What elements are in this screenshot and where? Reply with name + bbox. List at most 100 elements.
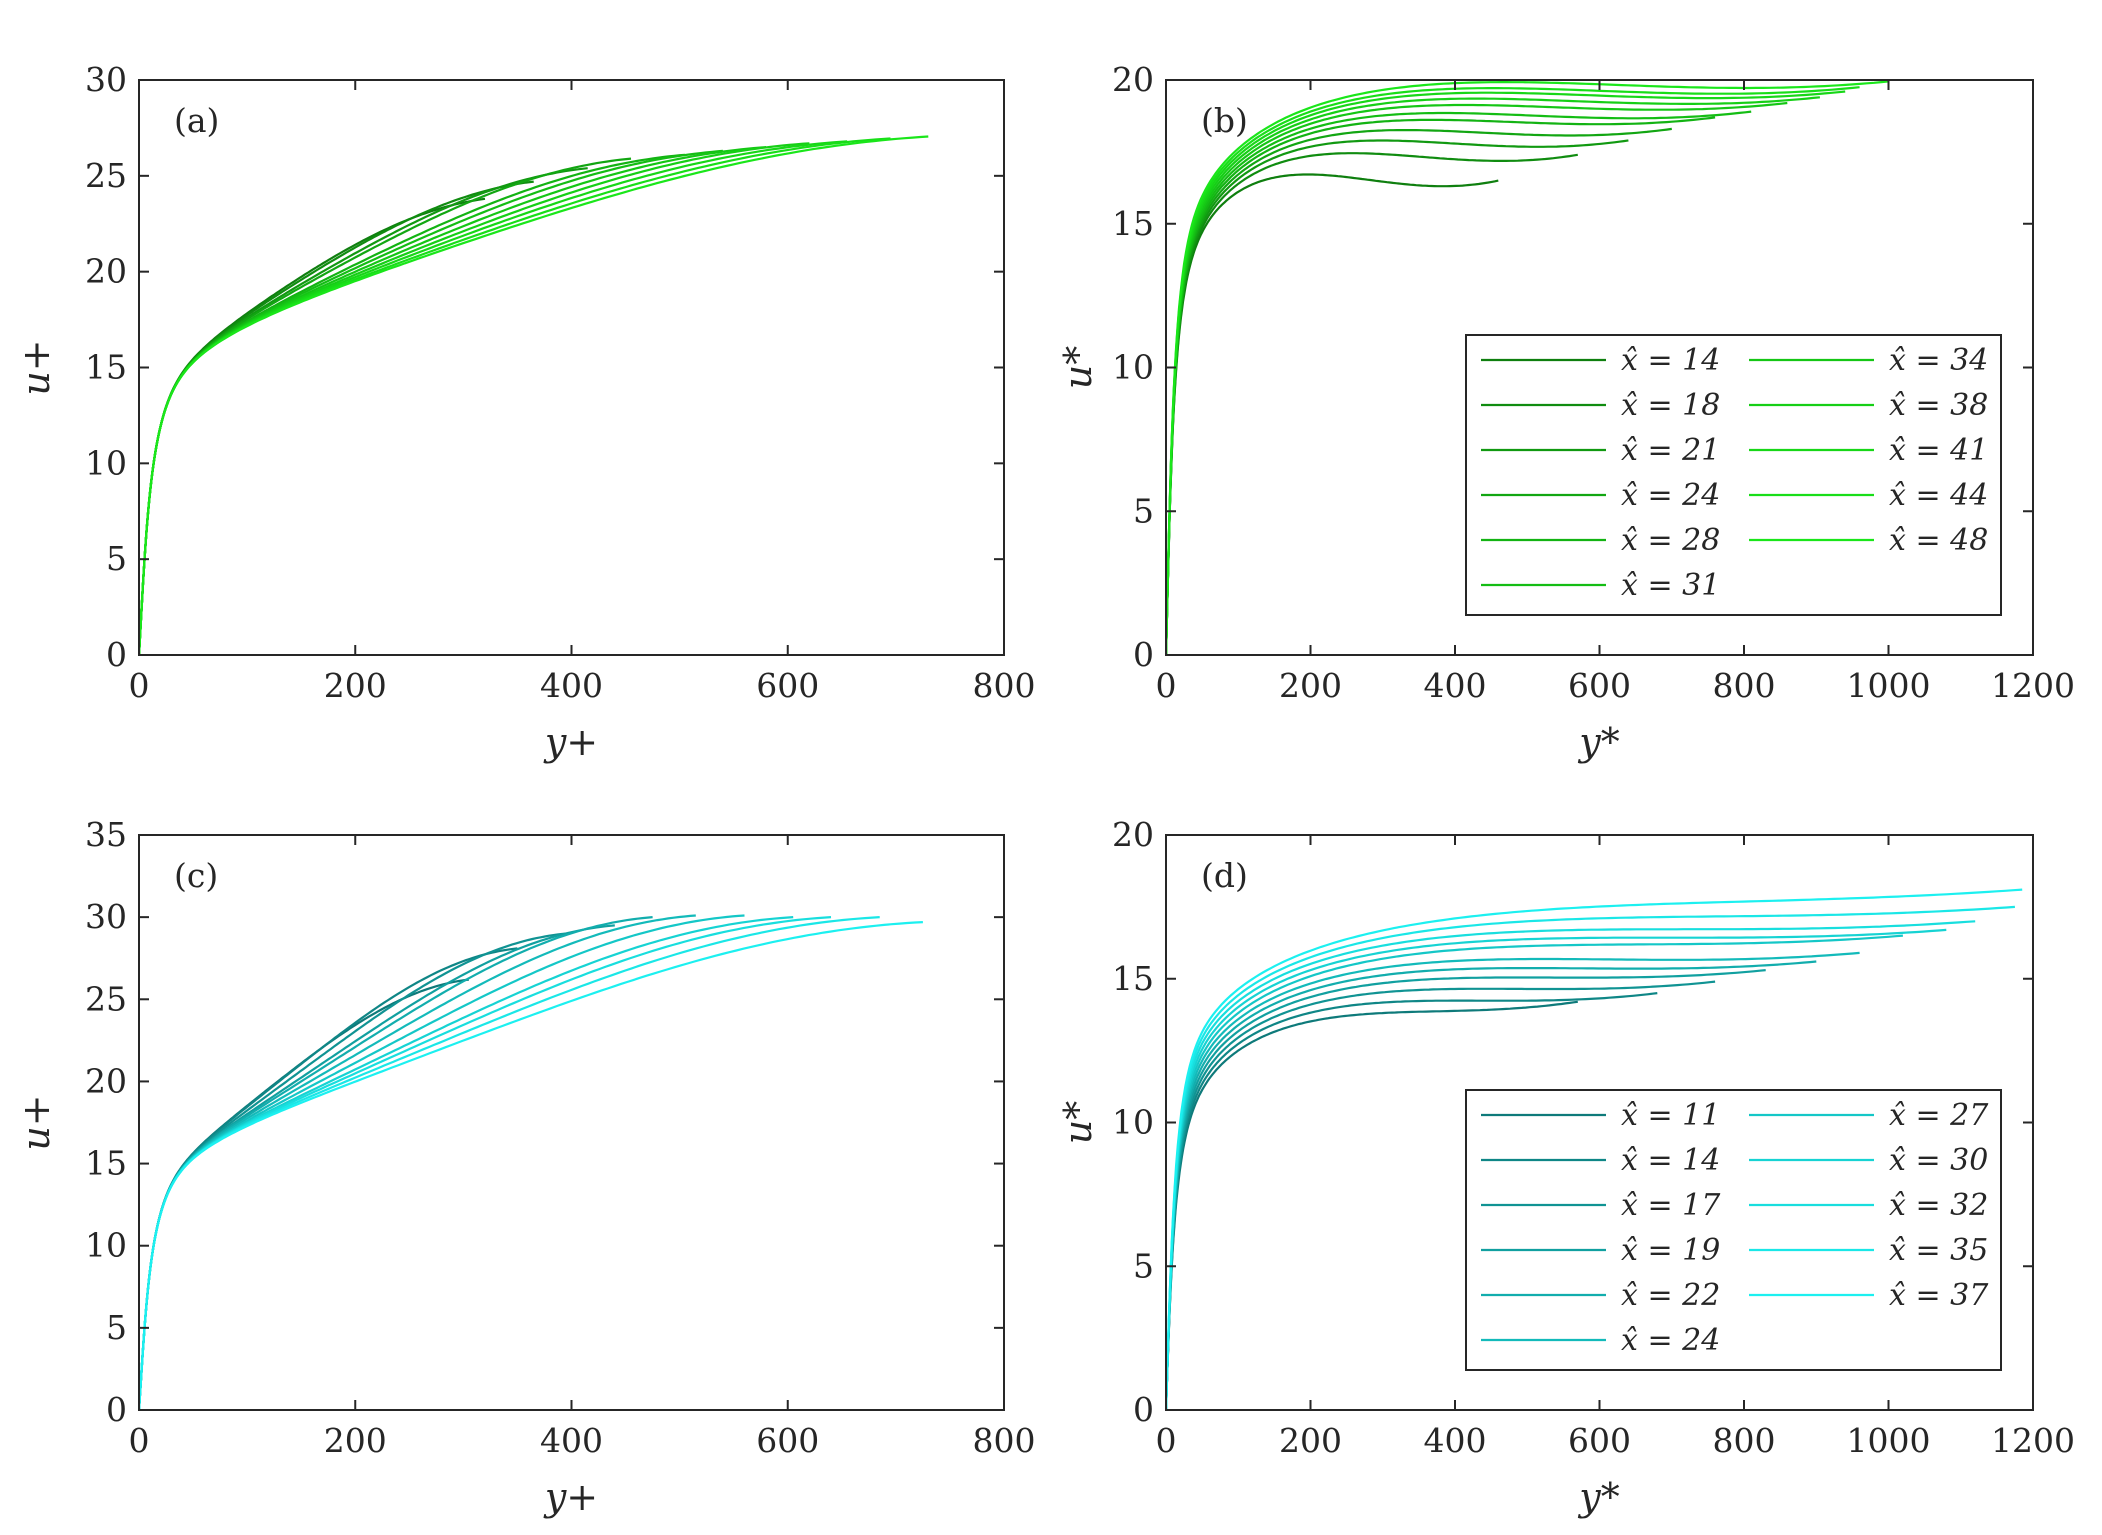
series-line [139,916,832,1410]
y-tick-label: 5 [106,539,127,578]
series-line [1166,1000,1578,1410]
series-line [1166,96,1820,655]
x-tick-label: 200 [1279,1421,1342,1460]
x-tick-label: 400 [540,1421,603,1460]
series-line [139,921,923,1410]
x-tick-label: 600 [1568,666,1631,705]
x-tick-label: 0 [1156,1421,1177,1460]
legend-entry: x̂ = 19 [1621,1233,1720,1268]
y-tick-label: 10 [1112,348,1154,387]
series-line [139,916,880,1410]
y-tick-label: 20 [1112,60,1154,99]
series-line [139,947,518,1410]
x-tick-label: 400 [540,666,603,705]
legend-entry: x̂ = 32 [1889,1188,1988,1223]
legend-entry: x̂ = 34 [1889,343,1988,378]
x-tick-label: 0 [129,1421,150,1460]
legend-entry: x̂ = 30 [1889,1143,1988,1178]
axes-frame [138,79,1005,656]
y-tick-label: 10 [85,443,127,482]
x-tick-label: 1000 [1847,1421,1931,1460]
legend-entry: x̂ = 41 [1889,433,1988,468]
legend-entry: x̂ = 21 [1621,433,1720,468]
series-line [1166,980,1716,1410]
y-axis-label: u* [1056,346,1100,389]
y-tick-label: 30 [85,60,127,99]
series-line [1166,86,1860,655]
series-line [139,916,653,1410]
x-tick-label: 200 [324,1421,387,1460]
series-line [139,146,767,655]
legend-entry: x̂ = 11 [1621,1098,1720,1133]
series-line [139,180,534,655]
x-tick-label: 200 [324,666,387,705]
legend-entry: x̂ = 31 [1621,568,1720,603]
panel-tag: (b) [1201,101,1248,140]
legend-entry: x̂ = 17 [1621,1188,1721,1223]
y-tick-label: 35 [85,815,127,854]
series-line [1166,960,1817,1410]
panel-tag: (a) [174,101,219,140]
x-tick-label: 800 [1713,666,1776,705]
y-tick-label: 15 [1112,204,1154,243]
legend-entry: x̂ = 48 [1889,523,1988,558]
x-tick-label: 800 [973,666,1036,705]
series-line [139,135,929,655]
panel-b: 0 200 400 600 800 1000 1200 0 5 10 15 20 y* u* (b) x̂ =… [1056,60,2075,764]
x-tick-label: 800 [1713,1421,1776,1460]
y-axis-label: u* [1056,1101,1100,1144]
series-line [139,137,891,655]
y-axis-label: u+ [14,1094,58,1150]
panel-tag: (d) [1201,856,1248,895]
x-tick-label: 1200 [1991,1421,2075,1460]
legend-entry: x̂ = 14 [1621,1143,1720,1178]
series-line [1166,116,1716,655]
series-line [1166,110,1752,655]
legend-entry: x̂ = 18 [1621,388,1720,423]
legend-entry: x̂ = 35 [1889,1233,1988,1268]
panel-c: 0 200 400 600 800 0 5 10 15 20 25 30 35 y+ u+ (c) [14,815,1036,1519]
series-line [1166,992,1658,1410]
series-line [139,157,632,655]
y-axis-label: u+ [14,339,58,395]
series-line [1166,951,1860,1410]
y-tick-label: 25 [85,156,127,195]
x-tick-label: 0 [1156,666,1177,705]
legend-entry: x̂ = 28 [1621,523,1720,558]
x-axis-label: y* [1577,720,1619,764]
y-tick-label: 0 [1133,1390,1154,1429]
legend-entry: x̂ = 44 [1889,478,1988,513]
y-tick-label: 5 [106,1308,127,1347]
y-tick-label: 10 [1112,1103,1154,1142]
x-tick-label: 400 [1424,1421,1487,1460]
y-tick-label: 5 [1133,1246,1154,1285]
y-tick-label: 15 [85,348,127,387]
x-axis-label: y+ [543,720,598,764]
y-tick-label: 20 [1112,815,1154,854]
series-line [1166,905,2015,1410]
y-tick-label: 0 [106,635,127,674]
x-tick-label: 800 [973,1421,1036,1460]
series-line [1166,934,1903,1410]
panel-d: 0 200 400 600 800 1000 1200 0 5 10 15 20 y* u* (d) x̂ =… [1056,815,2075,1519]
y-tick-label: 10 [85,1226,127,1265]
y-tick-label: 0 [1133,635,1154,674]
legend-entry: x̂ = 27 [1889,1098,1989,1133]
x-axis-label: y+ [543,1475,598,1519]
series-line [1166,920,1976,1410]
series-line [1166,928,1947,1410]
x-tick-label: 1200 [1991,666,2075,705]
series-line [139,153,686,655]
series-line [1166,173,1499,655]
legend-entry: x̂ = 22 [1621,1278,1720,1313]
legend-entry: x̂ = 24 [1621,1323,1720,1358]
legend-entry: x̂ = 24 [1621,478,1720,513]
x-tick-label: 1000 [1847,666,1931,705]
series-line [139,914,745,1410]
legend-entry: x̂ = 37 [1889,1278,1989,1313]
series-line [139,142,810,655]
series-line [139,197,486,655]
panel-a: 0 200 400 600 800 0 5 10 15 20 25 30 y+ u+ (a) [14,60,1036,764]
panel-tag: (c) [174,856,218,895]
legend-box [1465,334,2002,616]
